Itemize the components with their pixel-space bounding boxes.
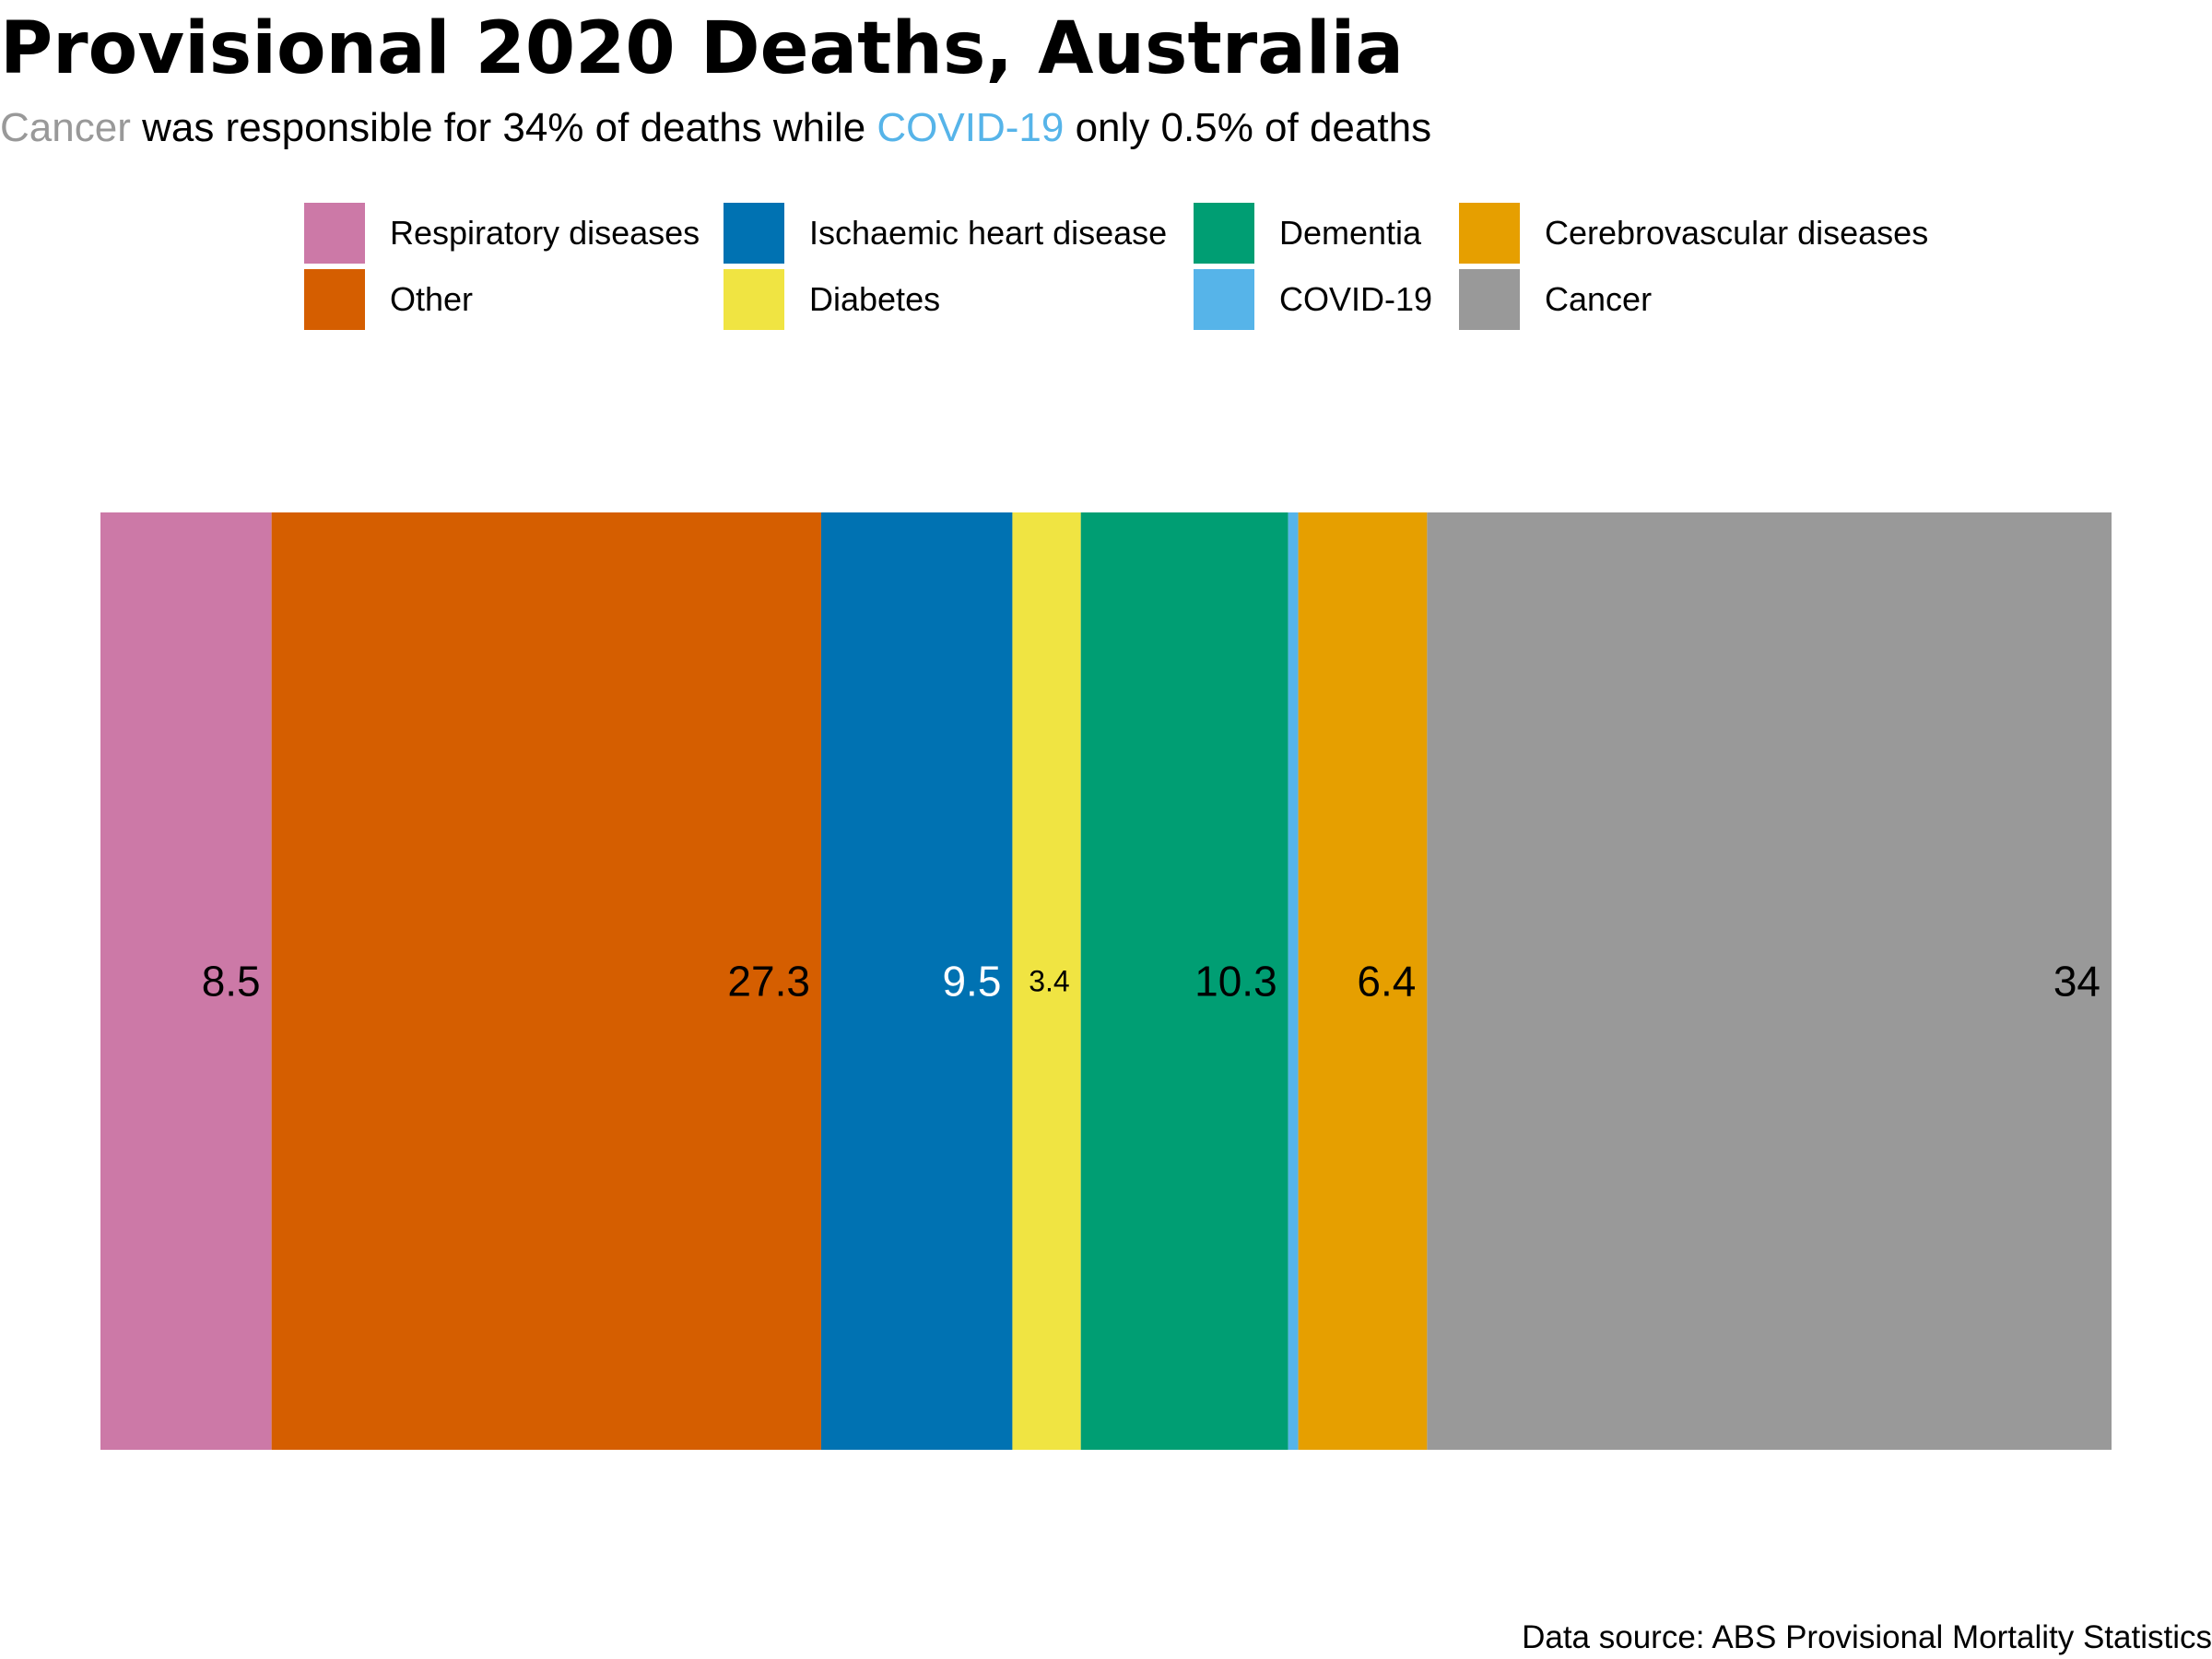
legend-swatch-covid-19 <box>1194 269 1254 330</box>
bar-label-dementia: 10.3 <box>1194 958 1277 1006</box>
legend-swatch-other <box>304 269 365 330</box>
legend-swatch-ischaemic-heart-disease <box>724 203 784 264</box>
bar-label-cancer: 34 <box>2053 958 2100 1006</box>
bar-segment-ischaemic-heart-disease <box>820 512 1013 1450</box>
legend-label-cancer: Cancer <box>1545 280 1653 318</box>
chart-legend: Respiratory diseases Ischaemic heart dis… <box>304 203 1963 334</box>
legend-swatch-cerebrovascular-diseases <box>1459 203 1520 264</box>
bar-label-cerebrovascular-diseases: 6.4 <box>1357 958 1416 1006</box>
bar-label-ischaemic-heart-disease: 9.5 <box>942 958 1001 1006</box>
legend-label-respiratory-diseases: Respiratory diseases <box>390 214 700 252</box>
bar-segment-dementia <box>1080 512 1288 1450</box>
bar-segment-respiratory-diseases <box>100 512 272 1450</box>
bar-label-respiratory-diseases: 8.5 <box>202 958 261 1006</box>
bar-label-other: 27.3 <box>727 958 810 1006</box>
legend-label-covid-19: COVID-19 <box>1279 280 1433 318</box>
legend-swatch-cancer <box>1459 269 1520 330</box>
legend-label-cerebrovascular-diseases: Cerebrovascular diseases <box>1545 214 1929 252</box>
chart-caption: Data source: ABS Provisional Mortality S… <box>1522 1619 2212 1655</box>
chart-subtitle: Cancer was responsible for 34% of deaths… <box>0 103 1431 153</box>
subtitle-highlight-covid: COVID-19 <box>877 105 1065 150</box>
bar-segment-covid-19 <box>1288 512 1299 1450</box>
legend-label-dementia: Dementia <box>1279 214 1422 252</box>
legend-swatch-diabetes <box>724 269 784 330</box>
subtitle-text-end: only 0.5% of deaths <box>1064 105 1432 150</box>
legend-label-diabetes: Diabetes <box>809 280 941 318</box>
legend-label-other: Other <box>390 280 474 318</box>
bar-segment-diabetes <box>1012 512 1081 1450</box>
chart-title: Provisional 2020 Deaths, Australia <box>0 7 1404 90</box>
legend-label-ischaemic-heart-disease: Ischaemic heart disease <box>809 214 1168 252</box>
bar-label-diabetes: 3.4 <box>1029 965 1069 998</box>
bar-segment-cancer <box>1427 512 2112 1450</box>
subtitle-text-middle: was responsible for 34% of deaths while <box>130 105 877 150</box>
subtitle-highlight-cancer: Cancer <box>0 105 131 150</box>
bar-segment-other <box>271 512 821 1450</box>
legend-swatch-dementia <box>1194 203 1254 264</box>
bar-segment-cerebrovascular-diseases <box>1298 512 1428 1450</box>
legend-swatch-respiratory-diseases <box>304 203 365 264</box>
